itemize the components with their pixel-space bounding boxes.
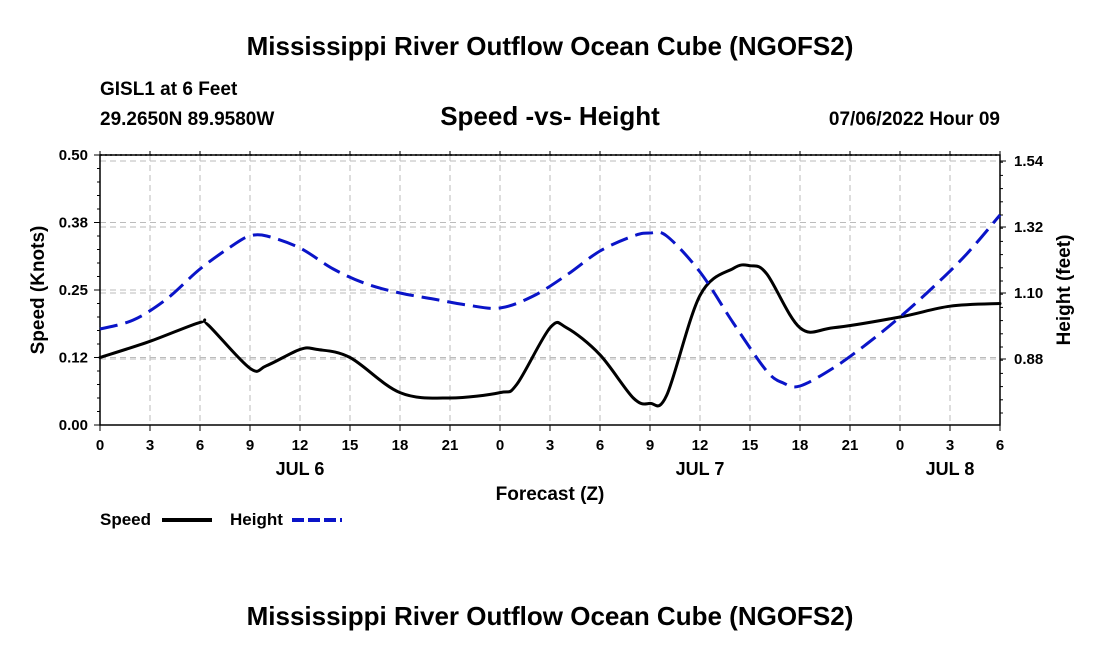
- y-axis-right-label: Height (feet): [1054, 235, 1075, 346]
- axes: 0 3 6 9 12 15 18 21 0 3 6 9 12 15 18 21 0 3 6 JUL 6 JUL 7 JUL…: [59, 147, 1044, 479]
- y-axis-left-label: Speed (Knots): [28, 226, 49, 355]
- y-right-tick-label: 1.54: [1014, 153, 1044, 170]
- x-axis-label: Forecast (Z): [496, 484, 605, 505]
- x-tick-label: 21: [442, 437, 459, 454]
- x-tick-label: 15: [342, 437, 359, 454]
- chart-title: Speed -vs- Height: [440, 101, 660, 131]
- station-coordinates: 29.2650N 89.9580W: [100, 109, 274, 130]
- y-left-tick-label: 0.25: [59, 282, 88, 299]
- x-tick-label: 12: [292, 437, 309, 454]
- page-title: Mississippi River Outflow Ocean Cube (NG…: [247, 31, 854, 61]
- y-left-tick-label: 0.38: [59, 215, 88, 232]
- y-right-tick-label: 0.88: [1014, 351, 1043, 368]
- x-tick-label: 9: [646, 437, 654, 454]
- day-label: JUL 8: [926, 459, 975, 479]
- x-tick-label: 15: [742, 437, 759, 454]
- y-right-tick-label: 1.32: [1014, 219, 1043, 236]
- x-tick-label: 21: [842, 437, 859, 454]
- x-tick-label: 0: [96, 437, 104, 454]
- legend-speed-label: Speed: [100, 510, 151, 529]
- legend-height-label: Height: [230, 510, 283, 529]
- grid-lines: [100, 154, 1000, 425]
- height-series-line: [99, 214, 1002, 389]
- legend: Speed Height: [100, 510, 342, 529]
- x-tick-label: 18: [792, 437, 809, 454]
- footer-title: Mississippi River Outflow Ocean Cube (NG…: [247, 601, 854, 631]
- y-left-tick-label: 0.12: [59, 350, 88, 367]
- y-right-tick-label: 1.10: [1014, 285, 1043, 302]
- x-tick-label: 3: [946, 437, 954, 454]
- forecast-timestamp: 07/06/2022 Hour 09: [829, 109, 1000, 130]
- x-tick-label: 6: [196, 437, 204, 454]
- y-left-tick-label: 0.50: [59, 147, 88, 164]
- x-tick-label: 12: [692, 437, 709, 454]
- station-name: GISL1 at 6 Feet: [100, 79, 238, 100]
- speed-series-line: [98, 263, 1002, 408]
- x-tick-label: 3: [546, 437, 554, 454]
- x-tick-label: 6: [596, 437, 604, 454]
- x-tick-label: 0: [896, 437, 904, 454]
- y-left-tick-label: 0.00: [59, 417, 88, 434]
- x-tick-label: 3: [146, 437, 154, 454]
- x-tick-label: 18: [392, 437, 409, 454]
- day-label: JUL 7: [676, 459, 725, 479]
- series-lines: [98, 214, 1002, 408]
- x-tick-label: 9: [246, 437, 254, 454]
- day-label: JUL 6: [276, 459, 325, 479]
- x-tick-label: 0: [496, 437, 504, 454]
- x-tick-label: 6: [996, 437, 1004, 454]
